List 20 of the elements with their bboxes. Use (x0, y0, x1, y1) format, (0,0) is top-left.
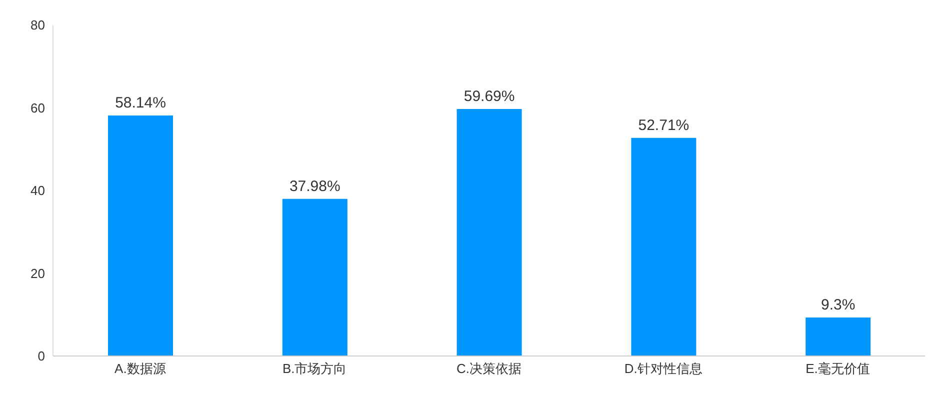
y-tick-label: 40 (30, 183, 45, 198)
y-tick-label: 0 (38, 348, 45, 364)
x-tick-label: D.针对性信息 (624, 361, 702, 376)
data-label: 59.69% (464, 88, 515, 106)
data-label: 9.3% (821, 296, 856, 314)
bar (456, 109, 522, 356)
y-tick-label: 60 (30, 100, 45, 116)
bar (108, 115, 173, 356)
x-tick-label: A.数据源 (114, 361, 166, 376)
y-tick-label: 80 (30, 18, 45, 33)
x-tick-label: C.决策依据 (456, 361, 522, 376)
bar (806, 318, 871, 356)
x-tick-label: B.市场方向 (282, 361, 347, 376)
bar (631, 138, 696, 356)
data-label: 58.14% (115, 94, 166, 112)
y-tick-label: 20 (30, 266, 45, 281)
bar (282, 198, 348, 356)
x-tick-label: E.毫无价值 (806, 361, 870, 376)
data-label: 52.71% (638, 116, 690, 134)
data-label: 37.98% (289, 178, 340, 195)
